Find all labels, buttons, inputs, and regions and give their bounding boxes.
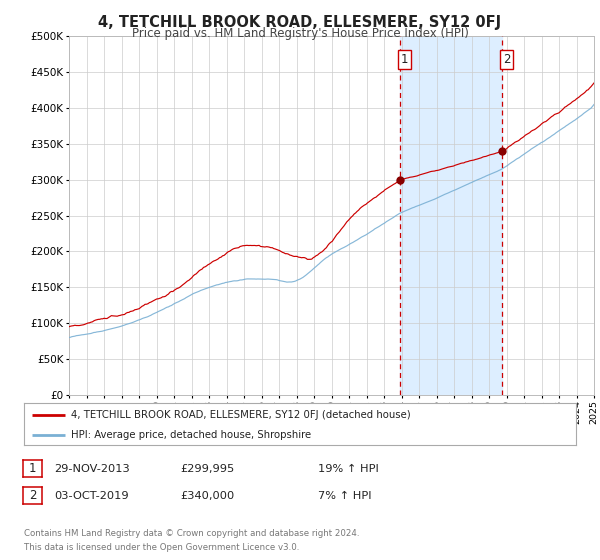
Text: 2: 2 [29, 489, 36, 502]
Text: 4, TETCHILL BROOK ROAD, ELLESMERE, SY12 0FJ: 4, TETCHILL BROOK ROAD, ELLESMERE, SY12 … [98, 15, 502, 30]
Text: 7% ↑ HPI: 7% ↑ HPI [318, 491, 371, 501]
Text: Price paid vs. HM Land Registry's House Price Index (HPI): Price paid vs. HM Land Registry's House … [131, 27, 469, 40]
Bar [400, 36, 502, 395]
Text: 19% ↑ HPI: 19% ↑ HPI [318, 464, 379, 474]
Text: This data is licensed under the Open Government Licence v3.0.: This data is licensed under the Open Gov… [24, 543, 299, 552]
Text: 2: 2 [503, 53, 510, 66]
Text: 1: 1 [29, 462, 36, 475]
Text: £299,995: £299,995 [180, 464, 234, 474]
Text: 1: 1 [401, 53, 408, 66]
Text: 4, TETCHILL BROOK ROAD, ELLESMERE, SY12 0FJ (detached house): 4, TETCHILL BROOK ROAD, ELLESMERE, SY12 … [71, 410, 410, 420]
Text: Contains HM Land Registry data © Crown copyright and database right 2024.: Contains HM Land Registry data © Crown c… [24, 529, 359, 538]
Text: £340,000: £340,000 [180, 491, 234, 501]
Text: 29-NOV-2013: 29-NOV-2013 [54, 464, 130, 474]
Text: 03-OCT-2019: 03-OCT-2019 [54, 491, 128, 501]
Text: HPI: Average price, detached house, Shropshire: HPI: Average price, detached house, Shro… [71, 430, 311, 440]
